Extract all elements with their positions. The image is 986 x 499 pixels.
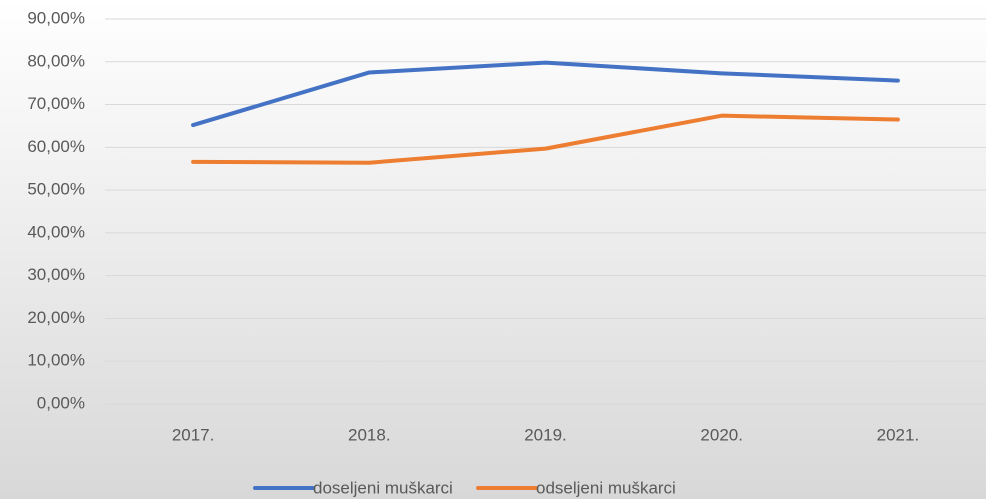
y-tick-label: 60,00% — [27, 137, 85, 156]
y-tick-label: 80,00% — [27, 51, 85, 70]
legend-label: doseljeni muškarci — [313, 478, 453, 497]
x-tick-label: 2018. — [348, 425, 391, 444]
y-tick-label: 10,00% — [27, 351, 85, 370]
y-tick-label: 20,00% — [27, 308, 85, 327]
y-tick-label: 0,00% — [37, 393, 85, 412]
x-tick-label: 2020. — [700, 425, 743, 444]
x-tick-label: 2017. — [172, 425, 215, 444]
series-line — [191, 113, 900, 165]
y-tick-label: 40,00% — [27, 222, 85, 241]
series-line — [191, 60, 900, 128]
legend-label: odseljeni muškarci — [536, 478, 676, 497]
y-tick-label: 50,00% — [27, 180, 85, 199]
y-tick-label: 30,00% — [27, 265, 85, 284]
x-tick-label: 2019. — [524, 425, 567, 444]
x-tick-label: 2021. — [877, 425, 920, 444]
y-tick-label: 90,00% — [27, 8, 85, 27]
y-tick-label: 70,00% — [27, 94, 85, 113]
